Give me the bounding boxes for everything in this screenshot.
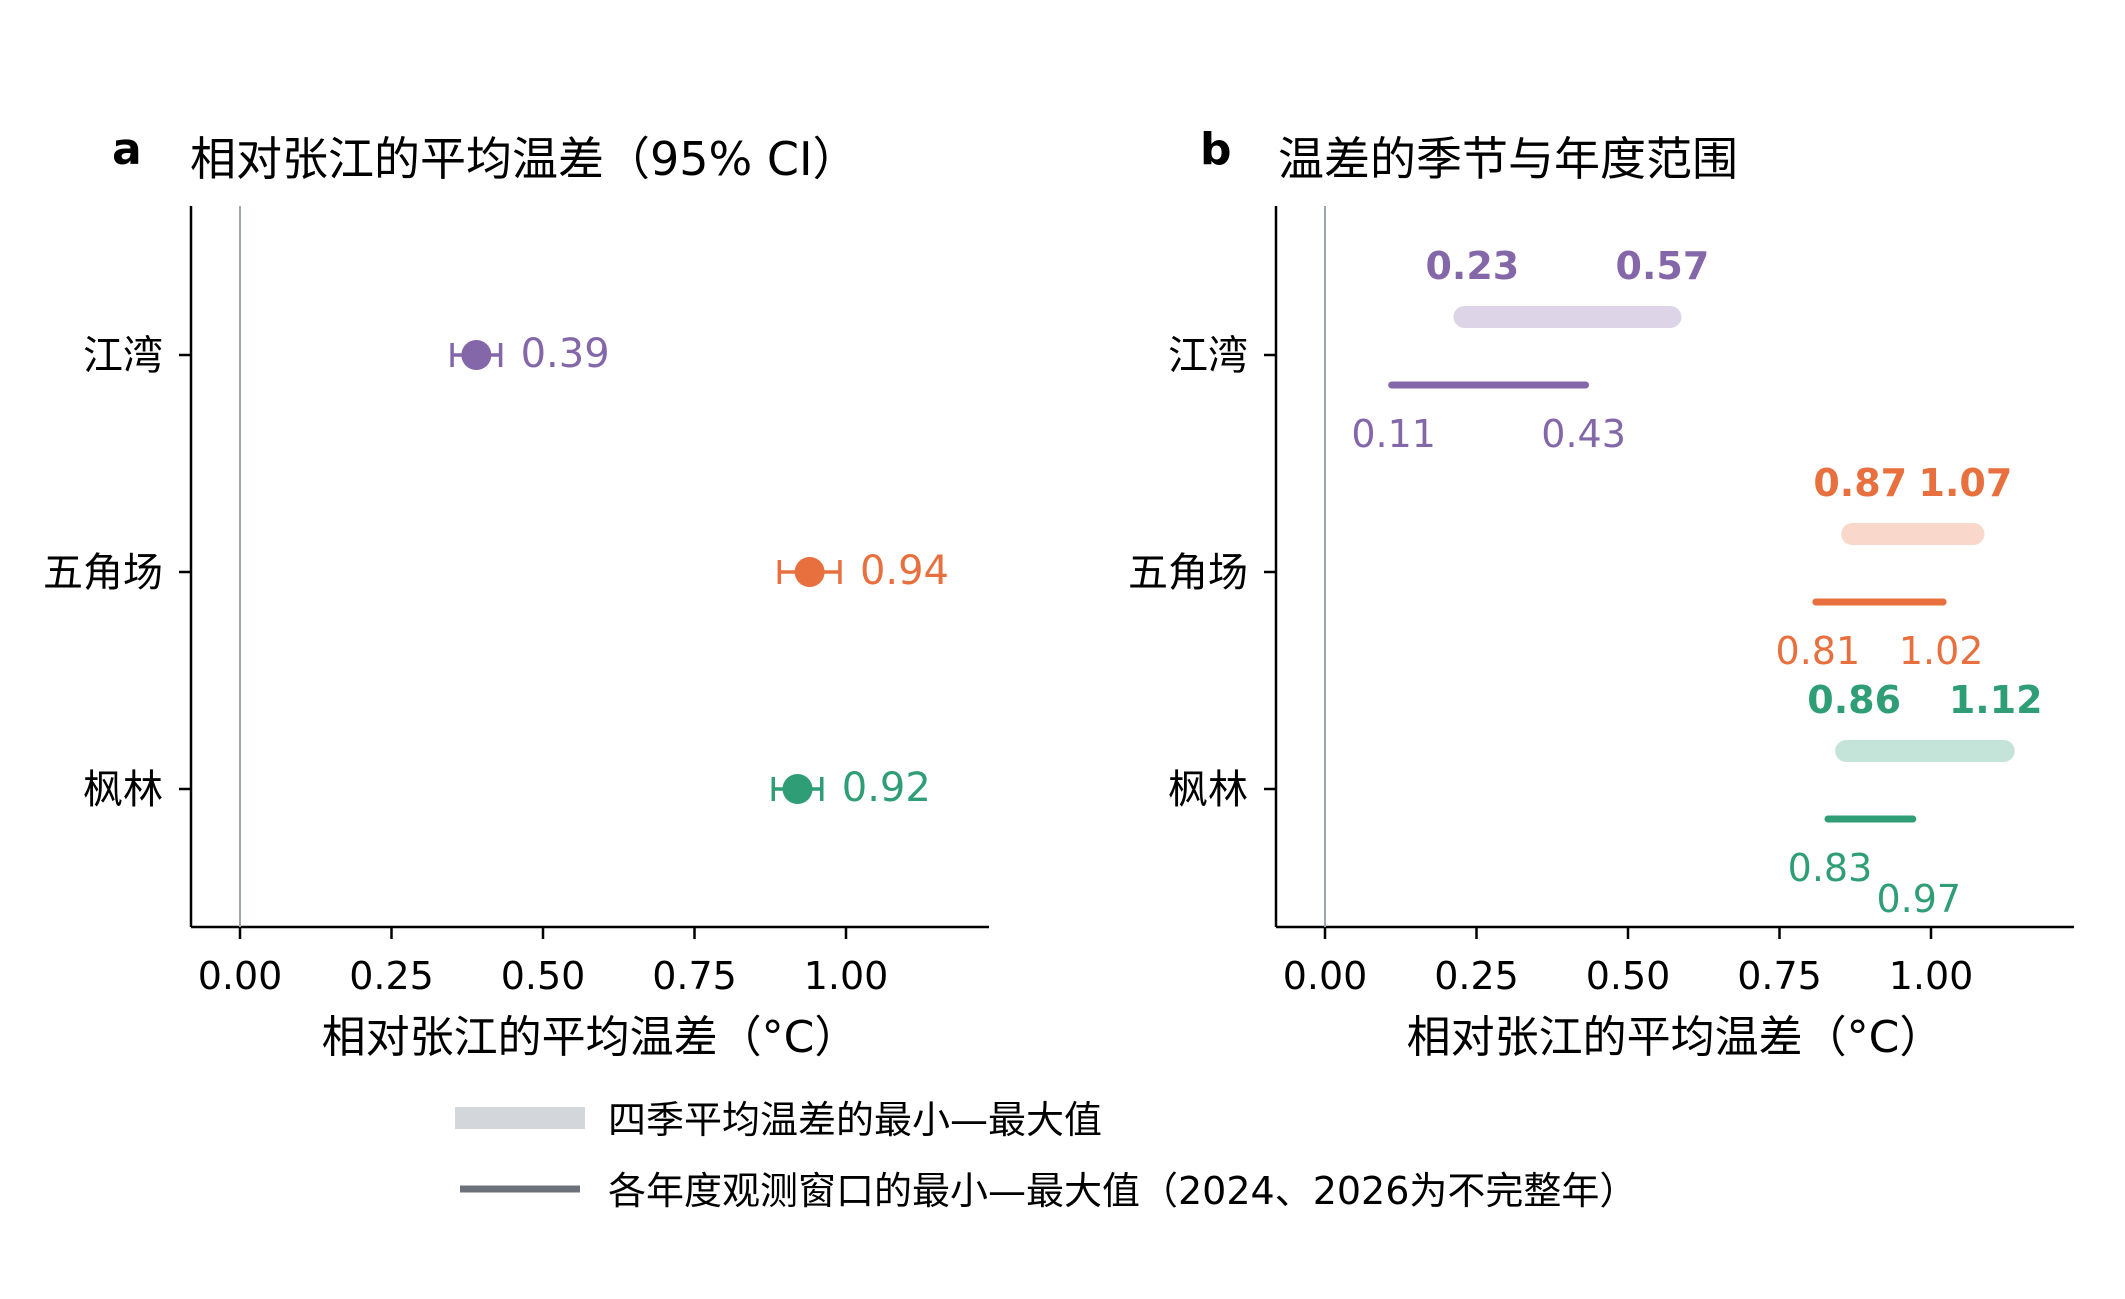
mean-value-label: 0.39 [521,331,610,377]
panel-b-x-tick-label: 0.25 [1434,954,1519,998]
mean-point [782,774,813,804]
panel-a-x-tick-label: 0.25 [349,954,434,998]
legend: 四季平均温差的最小—最大值 各年度观测窗口的最小—最大值（2024、2026为不… [455,1098,1637,1213]
seasonal-max-label: 1.12 [1949,678,2043,722]
panel-b-y-tick-label: 枫林 [1168,767,1248,813]
panel-a-x-label: 相对张江的平均温差（°C） [322,1012,859,1063]
panel-a-x-tick-label: 0.50 [501,954,586,998]
mean-value-label: 0.94 [860,548,949,594]
panel-a-y-tick-label: 枫林 [83,767,163,813]
panel-a-title: 相对张江的平均温差（95% CI） [190,132,859,186]
seasonal-max-label: 0.57 [1616,244,1710,288]
panel-a: a 相对张江的平均温差（95% CI） 0.00 0.25 0.50 0.75 1.00… [43,124,989,1063]
annual-min-label: 0.81 [1776,629,1861,673]
annual-max-label: 0.43 [1541,412,1626,456]
seasonal-min-label: 0.86 [1807,678,1901,722]
panel-a-x-tick-label: 1.00 [804,954,889,998]
panel-b-title: 温差的季节与年度范围 [1278,132,1738,186]
panel-b-x-ticks: 0.00 0.25 0.50 0.75 1.00 [1283,927,1974,998]
panel-b-marks: 0.23 0.57 0.11 0.43 0.87 1.07 0.81 1.02 0.86 1.12… [1351,244,2042,921]
panel-a-letter: a [112,124,142,175]
mean-point [794,557,825,587]
annual-max-label: 0.97 [1877,877,1962,921]
annual-min-label: 0.83 [1788,846,1873,890]
panel-a-marks: 0.39 0.94 0.92 [450,331,949,811]
mean-value-label: 0.92 [842,765,931,811]
panel-b-x-label: 相对张江的平均温差（°C） [1407,1012,1944,1063]
panel-b-y-tick-label: 江湾 [1168,333,1248,379]
panel-b-x-tick-label: 0.75 [1737,954,1822,998]
seasonal-min-label: 0.87 [1813,461,1907,505]
panel-b-x-tick-label: 0.50 [1586,954,1671,998]
panel-b-y-tick-label: 五角场 [1128,550,1248,596]
legend-seasonal-label: 四季平均温差的最小—最大值 [608,1098,1102,1142]
panel-a-y-tick-label: 五角场 [43,550,163,596]
panel-b-letter: b [1200,124,1232,175]
mean-point [461,340,492,370]
panel-a-x-tick-label: 0.00 [198,954,283,998]
annual-max-label: 1.02 [1899,629,1984,673]
panel-a-x-tick-label: 0.75 [652,954,737,998]
seasonal-min-label: 0.23 [1425,244,1519,288]
panel-a-y-tick-label: 江湾 [83,333,163,379]
legend-annual-label: 各年度观测窗口的最小—最大值（2024、2026为不完整年） [608,1169,1637,1213]
panel-b-x-tick-label: 1.00 [1889,954,1974,998]
panel-a-x-ticks: 0.00 0.25 0.50 0.75 1.00 [198,927,889,998]
panel-b: b 温差的季节与年度范围 0.00 0.25 0.50 0.75 1.00 江湾五角场枫… [1128,124,2074,1063]
panel-b-x-tick-label: 0.00 [1283,954,1368,998]
seasonal-max-label: 1.07 [1919,461,2013,505]
annual-min-label: 0.11 [1351,412,1436,456]
